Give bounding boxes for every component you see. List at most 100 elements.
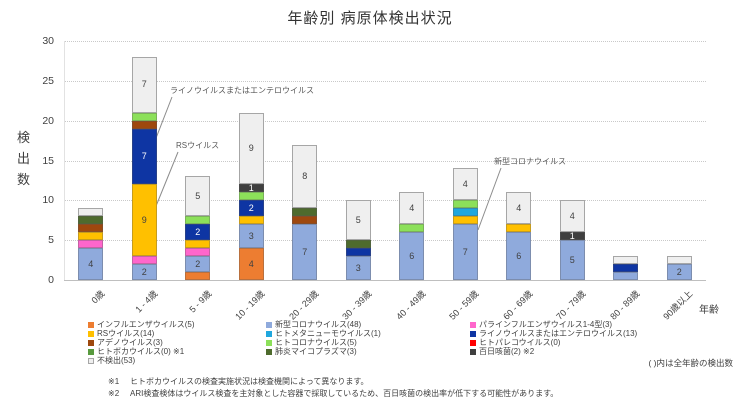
y-tick-label: 20 bbox=[42, 114, 54, 127]
x-axis-title: 年齢 bbox=[699, 305, 719, 316]
legend-label: ヒトメタニューモウイルス(1) bbox=[275, 329, 381, 338]
bar-segment-新型コロナウイルス: 2 bbox=[131, 264, 157, 280]
legend-swatch bbox=[266, 331, 272, 337]
bar-segment-ヒトコロナウイルス bbox=[185, 216, 211, 225]
bar-segment-ライノウイルスまたはエンテロウイルス bbox=[345, 248, 371, 257]
bar-value-label: 3 bbox=[248, 230, 254, 241]
legend-swatch bbox=[266, 322, 272, 328]
bar-segment-新型コロナウイルス: 6 bbox=[399, 232, 425, 280]
legend-swatch bbox=[470, 349, 476, 355]
y-tick-label: 15 bbox=[42, 154, 54, 167]
annotation-line bbox=[477, 167, 502, 231]
y-tick-label: 0 bbox=[48, 274, 54, 286]
bar-segment-新型コロナウイルス: 4 bbox=[78, 248, 104, 280]
legend-label: 不検出(53) bbox=[97, 356, 136, 365]
y-axis-line bbox=[64, 41, 65, 280]
bar-segment-不検出 bbox=[666, 256, 692, 265]
x-category-label: 30 - 39歳 bbox=[340, 288, 374, 322]
bar-value-label: 2 bbox=[676, 266, 682, 277]
bar-segment-ヒトコロナウイルス bbox=[399, 224, 425, 233]
y-tick-label: 5 bbox=[48, 234, 54, 247]
bar-value-label: 9 bbox=[248, 143, 254, 154]
gridline bbox=[64, 200, 706, 202]
bar-segment-パラインフルエンザウイルス1-4型 bbox=[185, 248, 211, 257]
bar-value-label: 2 bbox=[195, 258, 201, 269]
legend-swatch bbox=[88, 340, 94, 346]
legend-item: ヒトパレコウイルス(0) bbox=[470, 339, 560, 348]
bar-segment-百日咳菌: 1 bbox=[238, 182, 264, 193]
x-category-label: 90歳以上 bbox=[661, 288, 695, 322]
bar-value-label: 2 bbox=[195, 226, 201, 237]
x-axis-line bbox=[64, 280, 706, 281]
bar-segment-パラインフルエンザウイルス1-4型 bbox=[131, 256, 157, 265]
legend-item: ヒトメタニューモウイルス(1) bbox=[266, 330, 381, 339]
legend-label: アデノウイルス(3) bbox=[97, 338, 163, 347]
bar-segment-ライノウイルスまたはエンテロウイルス: 7 bbox=[131, 128, 157, 185]
bar-value-label: 7 bbox=[141, 151, 147, 161]
annotation-label: 新型コロナウイルス bbox=[494, 157, 566, 166]
legend-swatch bbox=[266, 340, 272, 346]
bar-segment-不検出: 7 bbox=[131, 56, 157, 113]
bar-value-label: 1 bbox=[248, 182, 254, 193]
bar-segment-アデノウイルス bbox=[131, 120, 157, 129]
legend-label: RSウイルス(14) bbox=[97, 329, 155, 338]
bar-value-label: 5 bbox=[195, 190, 201, 201]
bar-value-label: 4 bbox=[569, 210, 575, 221]
legend-item: 新型コロナウイルス(48) bbox=[266, 321, 361, 330]
bar-segment-ヒトコロナウイルス bbox=[131, 112, 157, 121]
footnote: ※1 ヒトボカウイルスの検査実施状況は検査機関によって異なります。 bbox=[108, 376, 369, 387]
x-category-label: 60 - 69歳 bbox=[500, 288, 535, 322]
legend-item: アデノウイルス(3) bbox=[88, 339, 163, 348]
footnote-text: ARI検査検体はウイルス検査を主対象とした容器で採取しているため、百日咳菌の検出… bbox=[130, 388, 559, 398]
bar-segment-不検出 bbox=[78, 208, 104, 217]
bar-segment-RSウイルス bbox=[185, 240, 211, 249]
x-category-label: 40 - 49歳 bbox=[393, 288, 428, 322]
bar-segment-不検出: 4 bbox=[399, 192, 425, 225]
bar-value-label: 3 bbox=[355, 262, 361, 273]
bar-segment-インフルエンザウイルス: 4 bbox=[238, 248, 264, 280]
footnote: ※2 ARI検査検体はウイルス検査を主対象とした容器で採取しているため、百日咳菌の… bbox=[108, 388, 558, 399]
bar-segment-不検出: 4 bbox=[452, 168, 478, 201]
bar-segment-新型コロナウイルス: 2 bbox=[666, 264, 692, 280]
legend-item: 不検出(53) bbox=[88, 357, 135, 366]
bar-segment-不検出: 5 bbox=[185, 176, 211, 217]
bar-value-label: 4 bbox=[409, 202, 415, 213]
x-category-label: 10 - 19歳 bbox=[233, 288, 267, 322]
bar-segment-RSウイルス bbox=[78, 232, 104, 241]
bar-segment-新型コロナウイルス: 7 bbox=[452, 224, 478, 280]
bar-segment-新型コロナウイルス: 7 bbox=[292, 224, 318, 280]
footnote-marker: ※1 bbox=[108, 377, 120, 386]
bar-segment-肺炎マイコプラズマ bbox=[345, 240, 371, 249]
bar-value-label: 7 bbox=[462, 246, 468, 257]
bar-segment-百日咳菌: 1 bbox=[559, 230, 585, 241]
legend-item: 肺炎マイコプラズマ(3) bbox=[266, 348, 357, 357]
bar-value-label: 4 bbox=[462, 178, 468, 189]
bar-segment-パラインフルエンザウイルス1-4型 bbox=[78, 240, 104, 249]
bar-value-label: 6 bbox=[516, 250, 522, 261]
bar-segment-ヒトメタニューモウイルス bbox=[452, 208, 478, 217]
bar-value-label: 4 bbox=[516, 202, 522, 213]
y-tick-label: 30 bbox=[42, 35, 54, 47]
bar-segment-不検出: 4 bbox=[559, 200, 585, 233]
bar-value-label: 1 bbox=[569, 230, 575, 241]
bar-segment-インフルエンザウイルス bbox=[185, 272, 211, 280]
bar-segment-RSウイルス bbox=[506, 224, 532, 233]
bar-segment-ライノウイルスまたはエンテロウイルス bbox=[613, 264, 639, 273]
bar-segment-不検出: 4 bbox=[506, 192, 532, 225]
legend-label: ライノウイルスまたはエンテロウイルス(13) bbox=[479, 329, 638, 338]
gridline bbox=[64, 160, 706, 162]
bar-value-label: 5 bbox=[569, 254, 575, 265]
bar-value-label: 7 bbox=[302, 246, 308, 257]
bar-segment-新型コロナウイルス bbox=[613, 272, 639, 280]
annotation-label: RSウイルス bbox=[176, 141, 220, 150]
bar-segment-不検出: 5 bbox=[345, 200, 371, 241]
legend-item: ライノウイルスまたはエンテロウイルス(13) bbox=[470, 330, 637, 339]
legend-label: 肺炎マイコプラズマ(3) bbox=[275, 347, 357, 356]
legend-item: RSウイルス(14) bbox=[88, 330, 154, 339]
x-category-label: 80 - 89歳 bbox=[607, 288, 642, 322]
legend-item: ヒトコロナウイルス(5) bbox=[266, 339, 357, 348]
bar-segment-RSウイルス bbox=[452, 216, 478, 225]
bar-segment-ライノウイルスまたはエンテロウイルス: 2 bbox=[185, 224, 211, 241]
bar-segment-ヒトコロナウイルス bbox=[238, 192, 264, 201]
